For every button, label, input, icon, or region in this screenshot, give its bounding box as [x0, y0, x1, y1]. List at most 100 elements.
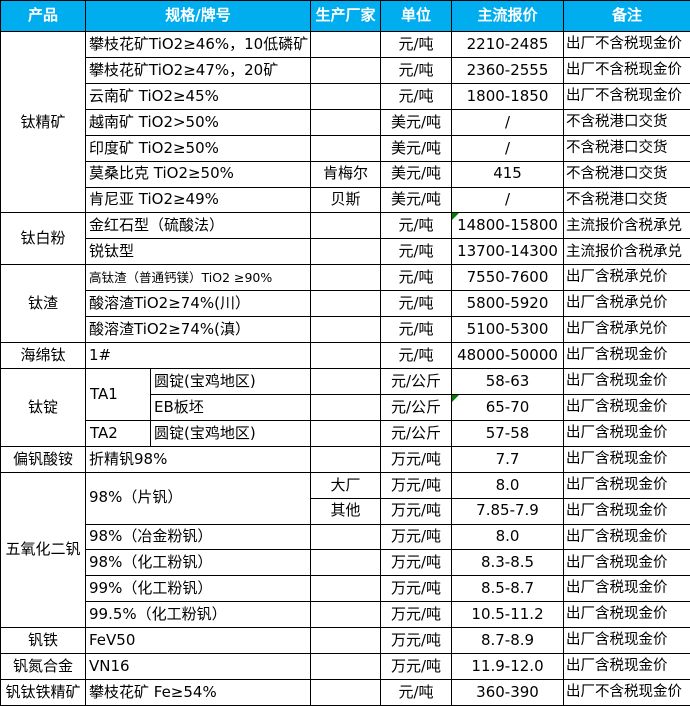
manufacturer-cell [310, 601, 382, 629]
table-row: 攀枝花矿TiO2≥47%，20矿 元/吨 2360-2555 出厂不含税现金价 [1, 56, 690, 84]
manufacturer-cell [310, 679, 382, 706]
price-cell: / [451, 134, 565, 162]
unit-cell: 元/公斤 [380, 419, 453, 447]
spec-cell: 酸溶渣TiO2≥74%(滇） [84, 316, 312, 344]
note-cell: 出厂含税承兑价 [563, 264, 690, 292]
green-corner-marker-icon [452, 395, 460, 402]
note-cell: 出厂含税现金价 [563, 367, 690, 395]
type-cell: EB板坯 [149, 393, 312, 421]
table-row: 99%（化工粉钒） 万元/吨 8.5-8.7 出厂含税现金价 [1, 575, 690, 603]
table-row: TA2 圆锭(宝鸡地区) 元/公斤 57-58 出厂含税现金价 [1, 419, 690, 447]
unit-cell: 元/吨 [380, 238, 453, 266]
unit-cell: 万元/吨 [380, 445, 453, 473]
spec-cell: 99%（化工粉钒） [84, 575, 312, 603]
green-corner-marker-icon [452, 213, 460, 221]
table-row: 钛白粉 金红石型（硫酸法） 元/吨 14800-15800 主流报价含税承兑 [0, 212, 690, 266]
price-cell: 58-63 [451, 367, 565, 395]
note-cell: 出厂含税承兑价 [563, 316, 690, 344]
unit-cell: 元/公斤 [380, 393, 453, 421]
manufacturer-cell [310, 367, 382, 395]
product-cell: 钒氮合金 [0, 653, 86, 681]
spec-cell: 莫桑比克 TiO2≥50% [84, 160, 312, 188]
price-value: 65-70 [485, 397, 530, 416]
table-row: 98%（化工粉钒） 万元/吨 8.3-8.5 出厂含税现金价 [1, 549, 690, 577]
product-cell: 钒钛铁精矿 [0, 679, 86, 706]
spec-cell: 高钛渣（普通钙镁）TiO2 ≥90% [84, 264, 312, 292]
table-row: 钛锭 TA1 圆锭(宝鸡地区) 元/公斤 58-63 出厂含税现金价 [0, 367, 690, 447]
spec-cell: 越南矿 TiO2>50% [84, 108, 312, 136]
product-cell: 海绵钛 [0, 342, 86, 369]
note-cell: 不含税港口交货 [563, 160, 690, 188]
unit-cell: 元/吨 [380, 290, 453, 318]
unit-cell: 元/公斤 [380, 367, 453, 395]
product-cell: 钛锭 [0, 367, 86, 447]
price-cell: 7.7 [451, 445, 565, 473]
price-cell: 8.7-8.9 [451, 627, 565, 655]
spec-cell: 肯尼亚 TiO2≥49% [84, 186, 312, 214]
table-row: 锐钛型 元/吨 13700-14300 主流报价含税承兑 [1, 238, 690, 266]
table-row: 酸溶渣TiO2≥74%(滇） 元/吨 5100-5300 出厂含税承兑价 [1, 316, 690, 344]
price-cell: 8.5-8.7 [451, 575, 565, 603]
unit-cell: 万元/吨 [380, 653, 453, 681]
unit-cell: 元/吨 [380, 212, 453, 240]
spec-cell: FeV50 [84, 627, 312, 655]
unit-cell: 元/吨 [380, 264, 453, 292]
product-cell: 五氧化二钒 [0, 471, 86, 629]
unit-cell: 美元/吨 [380, 108, 453, 136]
spec-cell: 攀枝花矿TiO2≥47%，20矿 [84, 56, 312, 84]
manufacturer-cell: 肯梅尔 [310, 160, 382, 188]
spec-cell: 酸溶渣TiO2≥74%(川） [84, 290, 312, 318]
manufacturer-cell [310, 445, 382, 473]
product-cell: 钛渣 [0, 264, 86, 344]
unit-cell: 元/吨 [380, 31, 453, 58]
table-row: 酸溶渣TiO2≥74%(川） 元/吨 5800-5920 出厂含税承兑价 [1, 290, 690, 318]
header-manufacturer: 生产厂家 [310, 0, 382, 32]
note-cell: 出厂含税现金价 [563, 601, 690, 629]
manufacturer-cell: 贝斯 [310, 186, 382, 214]
type-cell: 圆锭(宝鸡地区) [149, 367, 312, 395]
header-unit: 单位 [380, 0, 453, 32]
table-row: 钛精矿 攀枝花矿TiO2≥46%，10低磷矿 元/吨 2210-2485 出厂不… [0, 30, 690, 214]
table-row: 99.5%（化工粉钒） 万元/吨 10.5-11.2 出厂含税现金价 [1, 601, 690, 629]
price-cell: 8.3-8.5 [451, 549, 565, 577]
price-value: 14800-15800 [457, 216, 558, 235]
price-cell: 7.85-7.9 [451, 497, 565, 525]
manufacturer-cell [310, 31, 382, 58]
note-cell: 出厂含税现金价 [563, 575, 690, 603]
note-cell: 不含税港口交货 [563, 186, 690, 214]
price-cell: 13700-14300 [451, 238, 565, 266]
price-cell: 2360-2555 [451, 56, 565, 84]
table-row: 其他 万元/吨 7.85-7.9 出厂含税现金价 [1, 497, 690, 525]
note-cell: 出厂含税现金价 [563, 445, 690, 473]
note-cell: 出厂含税承兑价 [563, 290, 690, 318]
spec-cell: 98%（化工粉钒） [84, 549, 312, 577]
product-cell: 钒铁 [0, 627, 86, 655]
header-price: 主流报价 [451, 0, 565, 32]
spec-cell: 99.5%（化工粉钒） [84, 601, 312, 629]
price-cell: 7550-7600 [451, 264, 565, 292]
note-cell: 出厂含税现金价 [563, 419, 690, 447]
spec-cell: 攀枝花矿 Fe≥54% [84, 679, 312, 706]
price-cell: / [451, 186, 565, 214]
table-row: 云南矿 TiO2≥45% 元/吨 1800-1850 出厂不含税现金价 [1, 82, 690, 110]
note-cell: 出厂含税现金价 [563, 393, 690, 421]
note-cell: 出厂含税现金价 [563, 342, 690, 369]
spec-cell: 印度矿 TiO2≥50% [84, 134, 312, 162]
table-row: 偏钒酸铵 折精钒98% 万元/吨 7.7 出厂含税现金价 [0, 445, 690, 473]
table-row: 五氧化二钒 98%（片钒） 大厂 万元/吨 8.0 出厂含税现金价 [0, 471, 690, 629]
table-row: 越南矿 TiO2>50% 美元/吨 / 不含税港口交货 [1, 108, 690, 136]
manufacturer-cell [310, 108, 382, 136]
note-cell: 不含税港口交货 [563, 134, 690, 162]
spec-cell: 锐钛型 [84, 238, 312, 266]
manufacturer-cell [310, 238, 382, 266]
price-cell: 10.5-11.2 [451, 601, 565, 629]
price-cell: 65-70 [451, 393, 565, 421]
price-cell: 48000-50000 [451, 342, 565, 369]
spec-cell: 98%（冶金粉钒） [84, 523, 312, 551]
manufacturer-cell [310, 627, 382, 655]
note-cell: 主流报价含税承兑 [563, 212, 690, 240]
note-cell: 出厂不含税现金价 [563, 82, 690, 110]
price-cell: 5100-5300 [451, 316, 565, 344]
table-row: 海绵钛 1# 元/吨 48000-50000 出厂含税现金价 [0, 342, 690, 369]
